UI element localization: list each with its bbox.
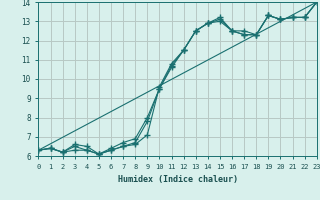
X-axis label: Humidex (Indice chaleur): Humidex (Indice chaleur): [118, 175, 238, 184]
